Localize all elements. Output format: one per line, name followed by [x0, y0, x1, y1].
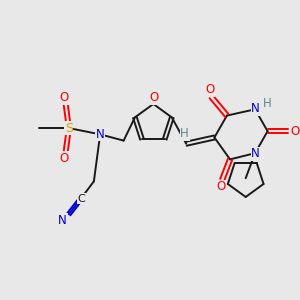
Text: S: S	[65, 122, 73, 135]
Text: O: O	[59, 152, 69, 165]
Text: H: H	[262, 97, 271, 110]
Text: N: N	[96, 128, 104, 141]
Text: O: O	[59, 91, 69, 104]
Text: O: O	[290, 125, 299, 138]
Text: N: N	[251, 102, 260, 115]
Text: O: O	[205, 83, 214, 96]
Text: N: N	[251, 147, 260, 160]
Text: H: H	[180, 127, 189, 140]
Text: N: N	[58, 214, 67, 227]
Text: O: O	[149, 91, 159, 104]
Text: C: C	[77, 194, 85, 203]
Text: O: O	[216, 180, 225, 193]
